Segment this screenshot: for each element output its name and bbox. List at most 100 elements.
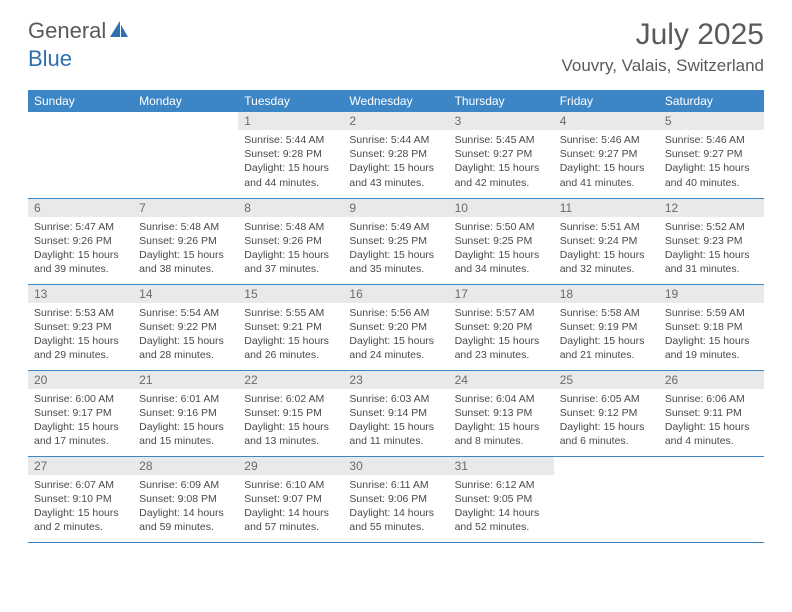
day-number: 30: [343, 457, 448, 475]
day-number: 25: [554, 371, 659, 389]
calendar-cell: [554, 456, 659, 542]
weekday-header: Thursday: [449, 90, 554, 112]
weekday-header: Sunday: [28, 90, 133, 112]
day-number: 10: [449, 199, 554, 217]
calendar-cell: [28, 112, 133, 198]
day-number: 7: [133, 199, 238, 217]
day-content: Sunrise: 5:59 AMSunset: 9:18 PMDaylight:…: [659, 303, 764, 367]
calendar-cell: 16Sunrise: 5:56 AMSunset: 9:20 PMDayligh…: [343, 284, 448, 370]
calendar-cell: 19Sunrise: 5:59 AMSunset: 9:18 PMDayligh…: [659, 284, 764, 370]
calendar-cell: 20Sunrise: 6:00 AMSunset: 9:17 PMDayligh…: [28, 370, 133, 456]
calendar-cell: 24Sunrise: 6:04 AMSunset: 9:13 PMDayligh…: [449, 370, 554, 456]
weekday-header: Tuesday: [238, 90, 343, 112]
calendar-body: 1Sunrise: 5:44 AMSunset: 9:28 PMDaylight…: [28, 112, 764, 542]
calendar-cell: 23Sunrise: 6:03 AMSunset: 9:14 PMDayligh…: [343, 370, 448, 456]
day-content: Sunrise: 6:09 AMSunset: 9:08 PMDaylight:…: [133, 475, 238, 539]
calendar-cell: 1Sunrise: 5:44 AMSunset: 9:28 PMDaylight…: [238, 112, 343, 198]
day-content: Sunrise: 6:03 AMSunset: 9:14 PMDaylight:…: [343, 389, 448, 453]
day-content: Sunrise: 6:06 AMSunset: 9:11 PMDaylight:…: [659, 389, 764, 453]
day-content: Sunrise: 5:49 AMSunset: 9:25 PMDaylight:…: [343, 217, 448, 281]
calendar-cell: [133, 112, 238, 198]
day-number: 8: [238, 199, 343, 217]
day-number: 21: [133, 371, 238, 389]
day-content: Sunrise: 5:52 AMSunset: 9:23 PMDaylight:…: [659, 217, 764, 281]
location: Vouvry, Valais, Switzerland: [561, 56, 764, 76]
day-content: Sunrise: 5:47 AMSunset: 9:26 PMDaylight:…: [28, 217, 133, 281]
day-content: Sunrise: 5:46 AMSunset: 9:27 PMDaylight:…: [554, 130, 659, 194]
day-content: Sunrise: 5:54 AMSunset: 9:22 PMDaylight:…: [133, 303, 238, 367]
day-content: Sunrise: 6:04 AMSunset: 9:13 PMDaylight:…: [449, 389, 554, 453]
calendar-cell: 15Sunrise: 5:55 AMSunset: 9:21 PMDayligh…: [238, 284, 343, 370]
logo-text-blue: Blue: [28, 46, 72, 71]
calendar-cell: 9Sunrise: 5:49 AMSunset: 9:25 PMDaylight…: [343, 198, 448, 284]
calendar-header-row: SundayMondayTuesdayWednesdayThursdayFrid…: [28, 90, 764, 112]
day-content: Sunrise: 5:51 AMSunset: 9:24 PMDaylight:…: [554, 217, 659, 281]
day-number: 28: [133, 457, 238, 475]
calendar-cell: 30Sunrise: 6:11 AMSunset: 9:06 PMDayligh…: [343, 456, 448, 542]
calendar-row: 20Sunrise: 6:00 AMSunset: 9:17 PMDayligh…: [28, 370, 764, 456]
calendar-cell: 28Sunrise: 6:09 AMSunset: 9:08 PMDayligh…: [133, 456, 238, 542]
day-number: 4: [554, 112, 659, 130]
day-number: 6: [28, 199, 133, 217]
month-title: July 2025: [561, 18, 764, 52]
day-number: 12: [659, 199, 764, 217]
day-content: Sunrise: 5:53 AMSunset: 9:23 PMDaylight:…: [28, 303, 133, 367]
calendar-cell: 26Sunrise: 6:06 AMSunset: 9:11 PMDayligh…: [659, 370, 764, 456]
calendar-row: 6Sunrise: 5:47 AMSunset: 9:26 PMDaylight…: [28, 198, 764, 284]
day-content: Sunrise: 6:01 AMSunset: 9:16 PMDaylight:…: [133, 389, 238, 453]
calendar-cell: 14Sunrise: 5:54 AMSunset: 9:22 PMDayligh…: [133, 284, 238, 370]
header: General July 2025 Vouvry, Valais, Switze…: [0, 0, 792, 82]
day-content: Sunrise: 5:48 AMSunset: 9:26 PMDaylight:…: [238, 217, 343, 281]
day-number: 17: [449, 285, 554, 303]
calendar-cell: 5Sunrise: 5:46 AMSunset: 9:27 PMDaylight…: [659, 112, 764, 198]
calendar-cell: 27Sunrise: 6:07 AMSunset: 9:10 PMDayligh…: [28, 456, 133, 542]
weekday-header: Friday: [554, 90, 659, 112]
calendar-row: 13Sunrise: 5:53 AMSunset: 9:23 PMDayligh…: [28, 284, 764, 370]
calendar-cell: 6Sunrise: 5:47 AMSunset: 9:26 PMDaylight…: [28, 198, 133, 284]
day-number: 20: [28, 371, 133, 389]
day-content: Sunrise: 5:57 AMSunset: 9:20 PMDaylight:…: [449, 303, 554, 367]
day-number: 14: [133, 285, 238, 303]
weekday-header: Wednesday: [343, 90, 448, 112]
calendar-cell: 25Sunrise: 6:05 AMSunset: 9:12 PMDayligh…: [554, 370, 659, 456]
day-number: 18: [554, 285, 659, 303]
day-number: 9: [343, 199, 448, 217]
day-number: 1: [238, 112, 343, 130]
day-content: Sunrise: 5:48 AMSunset: 9:26 PMDaylight:…: [133, 217, 238, 281]
calendar-cell: [659, 456, 764, 542]
day-number: 5: [659, 112, 764, 130]
day-number: 16: [343, 285, 448, 303]
day-content: Sunrise: 5:55 AMSunset: 9:21 PMDaylight:…: [238, 303, 343, 367]
calendar-cell: 11Sunrise: 5:51 AMSunset: 9:24 PMDayligh…: [554, 198, 659, 284]
logo: General: [28, 18, 132, 44]
day-number: 13: [28, 285, 133, 303]
day-content: Sunrise: 6:07 AMSunset: 9:10 PMDaylight:…: [28, 475, 133, 539]
calendar-cell: 10Sunrise: 5:50 AMSunset: 9:25 PMDayligh…: [449, 198, 554, 284]
weekday-header: Saturday: [659, 90, 764, 112]
calendar-cell: 8Sunrise: 5:48 AMSunset: 9:26 PMDaylight…: [238, 198, 343, 284]
day-content: Sunrise: 6:05 AMSunset: 9:12 PMDaylight:…: [554, 389, 659, 453]
day-number: 22: [238, 371, 343, 389]
calendar-cell: 4Sunrise: 5:46 AMSunset: 9:27 PMDaylight…: [554, 112, 659, 198]
calendar-table: SundayMondayTuesdayWednesdayThursdayFrid…: [28, 90, 764, 543]
day-number: 2: [343, 112, 448, 130]
calendar-row: 27Sunrise: 6:07 AMSunset: 9:10 PMDayligh…: [28, 456, 764, 542]
day-content: Sunrise: 5:50 AMSunset: 9:25 PMDaylight:…: [449, 217, 554, 281]
day-content: Sunrise: 6:12 AMSunset: 9:05 PMDaylight:…: [449, 475, 554, 539]
calendar-cell: 2Sunrise: 5:44 AMSunset: 9:28 PMDaylight…: [343, 112, 448, 198]
logo-text-general: General: [28, 18, 106, 44]
day-content: Sunrise: 5:44 AMSunset: 9:28 PMDaylight:…: [238, 130, 343, 194]
calendar-row: 1Sunrise: 5:44 AMSunset: 9:28 PMDaylight…: [28, 112, 764, 198]
day-content: Sunrise: 6:11 AMSunset: 9:06 PMDaylight:…: [343, 475, 448, 539]
title-block: July 2025 Vouvry, Valais, Switzerland: [561, 18, 764, 76]
calendar-cell: 3Sunrise: 5:45 AMSunset: 9:27 PMDaylight…: [449, 112, 554, 198]
logo-subline: Blue: [28, 46, 72, 72]
day-content: Sunrise: 6:02 AMSunset: 9:15 PMDaylight:…: [238, 389, 343, 453]
day-number: 26: [659, 371, 764, 389]
day-content: Sunrise: 5:58 AMSunset: 9:19 PMDaylight:…: [554, 303, 659, 367]
calendar-cell: 13Sunrise: 5:53 AMSunset: 9:23 PMDayligh…: [28, 284, 133, 370]
calendar-cell: 22Sunrise: 6:02 AMSunset: 9:15 PMDayligh…: [238, 370, 343, 456]
day-number: 24: [449, 371, 554, 389]
day-number: 19: [659, 285, 764, 303]
day-content: Sunrise: 6:10 AMSunset: 9:07 PMDaylight:…: [238, 475, 343, 539]
